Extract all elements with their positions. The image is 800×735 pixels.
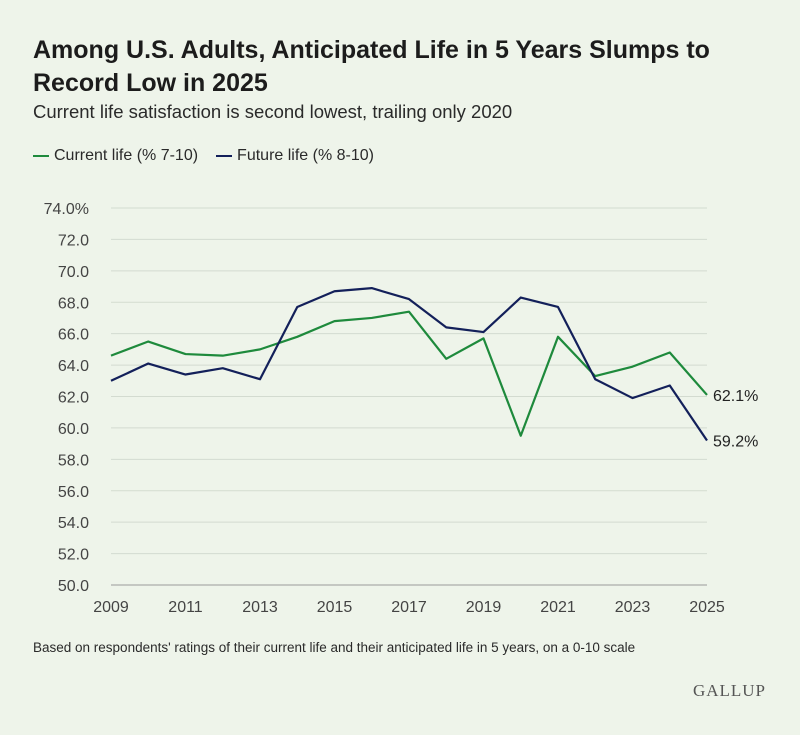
y-tick-label: 58.0 — [58, 452, 89, 469]
y-tick-label: 54.0 — [58, 515, 89, 532]
legend-swatch-current — [33, 155, 49, 157]
x-tick-label: 2019 — [466, 599, 502, 616]
y-tick-label: 56.0 — [58, 484, 89, 501]
y-tick-label: 70.0 — [58, 264, 89, 281]
legend-label-future: Future life (% 8-10) — [237, 147, 374, 164]
chart-subtitle: Current life satisfaction is second lowe… — [33, 101, 513, 122]
x-tick-label: 2017 — [391, 599, 427, 616]
x-tick-label: 2013 — [242, 599, 278, 616]
y-tick-label: 62.0 — [58, 390, 89, 407]
y-tick-label: 74.0% — [44, 201, 89, 218]
x-tick-label: 2009 — [93, 599, 129, 616]
x-tick-label: 2021 — [540, 599, 576, 616]
y-tick-label: 60.0 — [58, 421, 89, 438]
y-tick-label: 66.0 — [58, 327, 89, 344]
legend-swatch-future — [216, 155, 233, 157]
gallup-logo: GALLUP — [692, 681, 766, 700]
y-tick-label: 50.0 — [58, 578, 89, 595]
y-tick-label: 64.0 — [58, 358, 89, 375]
end-data-label: 59.2% — [713, 433, 758, 450]
series-line-current — [110, 310, 708, 437]
legend-item-current: Current life (% 7-10) — [33, 147, 198, 165]
x-tick-label: 2023 — [615, 599, 651, 616]
legend-item-future: Future life (% 8-10) — [216, 147, 374, 165]
legend-label-current: Current life (% 7-10) — [54, 147, 199, 164]
x-tick-label: 2011 — [168, 599, 203, 616]
y-tick-label: 52.0 — [58, 547, 89, 564]
footnote: Based on respondents' ratings of their c… — [33, 640, 636, 655]
x-tick-label: 2025 — [689, 599, 725, 616]
chart-title: Among U.S. Adults, Anticipated Life in 5… — [33, 36, 710, 97]
end-data-label: 62.1% — [713, 388, 758, 405]
y-tick-label: 72.0 — [58, 232, 89, 249]
x-tick-label: 2015 — [317, 599, 353, 616]
y-tick-label: 68.0 — [58, 295, 89, 312]
legend: Current life (% 7-10) Future life (% 8-1… — [33, 147, 392, 165]
